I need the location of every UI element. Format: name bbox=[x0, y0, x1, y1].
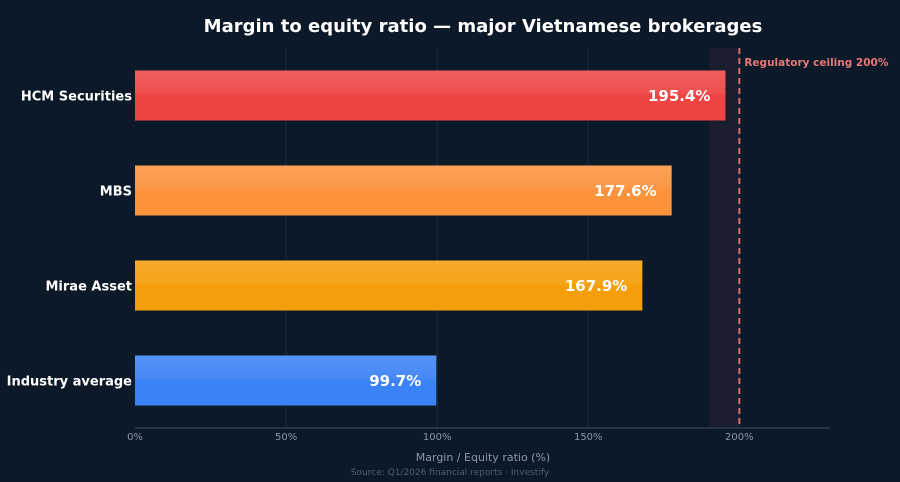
bar-highlight bbox=[135, 260, 643, 311]
bar-group: 99.7% bbox=[135, 355, 437, 406]
bar-group: 195.4% bbox=[135, 70, 726, 121]
category-label: MBS bbox=[100, 185, 132, 200]
category-labels: HCM Securities MBS Mirae Asset Industry ave… bbox=[7, 90, 133, 390]
source-note: Source: Q1/2026 financial reports · Inve… bbox=[351, 468, 550, 478]
bars: 195.4% 177.6% 167.9% 99.7% bbox=[135, 70, 726, 406]
bar-value-label: 195.4% bbox=[648, 87, 710, 105]
category-label: HCM Securities bbox=[21, 90, 132, 105]
x-tick-label: 50% bbox=[275, 432, 297, 443]
reference-line-layer: Regulatory ceiling 200% bbox=[738, 48, 889, 428]
bar-highlight bbox=[135, 70, 726, 121]
bar-highlight bbox=[135, 355, 437, 406]
bar-value-label: 177.6% bbox=[594, 182, 656, 200]
bar-highlight bbox=[135, 165, 672, 216]
chart-title: Margin to equity ratio — major Vietnames… bbox=[204, 16, 763, 37]
bar-value-label: 99.7% bbox=[369, 372, 421, 390]
x-axis-title: Margin / Equity ratio (%) bbox=[416, 451, 550, 464]
x-tick-label: 0% bbox=[127, 432, 143, 443]
bar-group: 177.6% bbox=[135, 165, 672, 216]
category-label: Industry average bbox=[7, 375, 133, 390]
category-label: Mirae Asset bbox=[46, 280, 133, 295]
x-axis: 0% 50% 100% 150% 200% bbox=[127, 427, 830, 443]
bar-group: 167.9% bbox=[135, 260, 643, 311]
regulatory-ceiling-label: Regulatory ceiling 200% bbox=[744, 57, 889, 69]
x-tick-label: 100% bbox=[423, 432, 452, 443]
x-tick-label: 200% bbox=[725, 432, 754, 443]
x-tick-label: 150% bbox=[574, 432, 603, 443]
bar-value-label: 167.9% bbox=[565, 277, 627, 295]
